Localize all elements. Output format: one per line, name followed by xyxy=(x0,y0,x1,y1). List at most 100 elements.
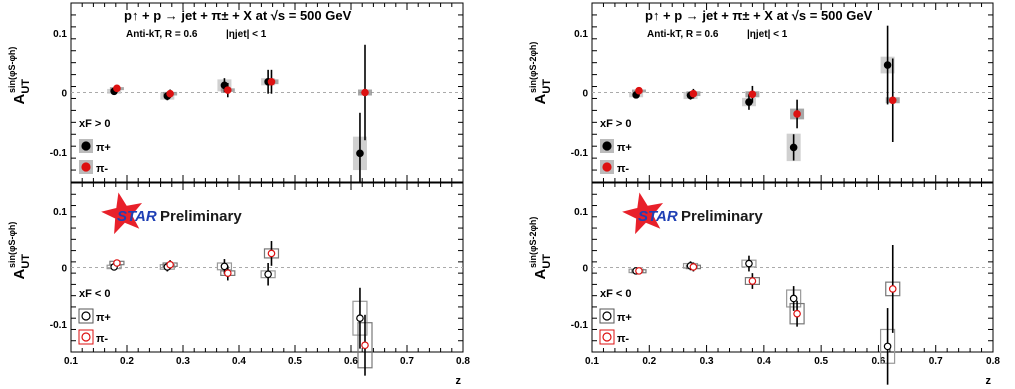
legend-marker xyxy=(81,311,91,321)
legend-entry: π+ xyxy=(617,142,632,154)
data-point xyxy=(264,270,272,279)
x-tick-label: 0.5 xyxy=(814,356,828,367)
legend-title: xF > 0 xyxy=(79,118,111,130)
x-tick-label: 0.2 xyxy=(120,356,134,367)
legend-marker xyxy=(602,162,612,172)
data-point xyxy=(748,277,757,285)
data-point xyxy=(224,86,232,94)
y-tick-label: 0.1 xyxy=(53,207,67,218)
legend-title: xF < 0 xyxy=(79,288,111,300)
legend-entry: π+ xyxy=(617,312,632,324)
y-tick-label: -0.1 xyxy=(50,148,68,159)
star-logo-text: STAR xyxy=(117,208,157,225)
legend-title: xF > 0 xyxy=(600,118,632,130)
data-point xyxy=(745,98,753,106)
legend-title: xF < 0 xyxy=(600,288,632,300)
data-point xyxy=(361,88,369,97)
x-tick-label: 0.1 xyxy=(64,356,78,367)
legend-marker xyxy=(81,332,91,342)
x-axis-label: z xyxy=(986,375,992,387)
preliminary-label: Preliminary xyxy=(160,208,242,225)
x-tick-label: 0.3 xyxy=(700,356,714,367)
y-tick-label: 0 xyxy=(582,89,588,100)
x-tick-label: 0.5 xyxy=(288,356,302,367)
legend-marker xyxy=(602,311,612,321)
y-tick-label: 0.1 xyxy=(53,29,67,40)
legend-entry: π- xyxy=(96,163,108,175)
data-point xyxy=(267,77,276,86)
x-tick-label: 0.6 xyxy=(344,356,358,367)
data-point xyxy=(356,149,364,158)
y-tick-label: 0 xyxy=(61,264,67,275)
x-tick-label: 0.2 xyxy=(642,356,656,367)
panel-right-top: 0.1 0 -0.1 AUTsin(φS-2φh) p↑ + p → jet + π± … xyxy=(528,2,994,183)
x-tick-label: 0.4 xyxy=(757,356,771,367)
data-point xyxy=(789,294,798,303)
data-point xyxy=(689,89,698,98)
x-tick-label: 0.8 xyxy=(986,356,1000,367)
figure-subtitle-jet: Anti-kT, R = 0.6 xyxy=(126,29,198,40)
figure-subtitle-eta: |ηjet| < 1 xyxy=(747,29,788,40)
y-tick-label: 0 xyxy=(582,264,588,275)
y-axis-label: AUTsin(φS-2φh) xyxy=(528,217,553,280)
y-tick-label: 0.1 xyxy=(574,207,588,218)
data-point xyxy=(789,143,798,152)
x-tick-label: 0.7 xyxy=(929,356,943,367)
data-point xyxy=(888,96,897,105)
data-point xyxy=(748,90,757,99)
figure-title: p↑ + p → jet + π± + X at √s = 500 GeV xyxy=(645,8,873,23)
y-tick-label: -0.1 xyxy=(571,148,589,159)
legend-marker xyxy=(602,141,612,151)
legend-marker xyxy=(81,141,91,151)
data-point xyxy=(793,309,801,318)
y-tick-label: 0 xyxy=(61,89,67,100)
x-tick-label: 0.4 xyxy=(232,356,246,367)
legend-marker xyxy=(81,162,91,172)
y-tick-label: -0.1 xyxy=(50,320,68,331)
data-point xyxy=(883,61,892,69)
data-point xyxy=(356,314,364,323)
data-point xyxy=(361,341,369,350)
panel-right-bottom: 0.1 0 -0.1 0.1 0.2 0.3 0.4 0.5 0.6 0.7 0.8 z AUTsin(… xyxy=(528,182,1000,387)
data-point xyxy=(267,249,276,258)
data-point xyxy=(793,110,801,118)
data-point xyxy=(166,89,174,98)
figure-subtitle-jet: Anti-kT, R = 0.6 xyxy=(647,29,719,40)
y-tick-label: 0.1 xyxy=(574,29,588,40)
data-point xyxy=(220,262,229,271)
data-point xyxy=(166,260,174,269)
legend-entry: π+ xyxy=(96,312,111,324)
star-logo-text: STAR xyxy=(638,208,678,225)
x-tick-label: 0.3 xyxy=(176,356,190,367)
star-logo-icon xyxy=(622,192,664,235)
x-tick-label: 0.1 xyxy=(585,356,599,367)
y-axis-label: AUTsin(φS-φh) xyxy=(7,222,32,280)
x-tick-label: 0.7 xyxy=(400,356,414,367)
y-axis-label: AUTsin(φS-φh) xyxy=(7,47,32,105)
data-point xyxy=(635,267,643,275)
data-point xyxy=(883,342,892,351)
data-point xyxy=(113,84,121,93)
y-axis-label: AUTsin(φS-2φh) xyxy=(528,42,553,105)
preliminary-label: Preliminary xyxy=(681,208,763,225)
figure-title: p↑ + p → jet + π± + X at √s = 500 GeV xyxy=(124,8,352,23)
legend-entry: π- xyxy=(96,333,108,345)
legend-entry: π+ xyxy=(96,142,111,154)
data-point xyxy=(689,263,698,271)
data-point xyxy=(224,269,232,277)
panel-left-bottom: 0.1 0 -0.1 0.1 0.2 0.3 0.4 0.5 0.6 0.7 0.8 z AUTsin(… xyxy=(7,182,470,387)
data-point xyxy=(113,259,121,267)
legend-marker xyxy=(602,332,612,342)
y-tick-label: -0.1 xyxy=(571,320,589,331)
x-tick-label: 0.6 xyxy=(871,356,885,367)
data-point xyxy=(888,285,897,293)
data-point xyxy=(745,259,753,268)
x-axis-label: z xyxy=(456,375,462,387)
panel-left-top: 0.1 0 -0.1 AUTsin(φS-φh) p↑ + p → jet + π± +… xyxy=(7,2,464,194)
data-point xyxy=(635,86,643,95)
legend-entry: π- xyxy=(617,333,629,345)
legend-entry: π- xyxy=(617,163,629,175)
x-tick-label: 0.8 xyxy=(456,356,470,367)
star-logo-icon xyxy=(101,192,143,235)
